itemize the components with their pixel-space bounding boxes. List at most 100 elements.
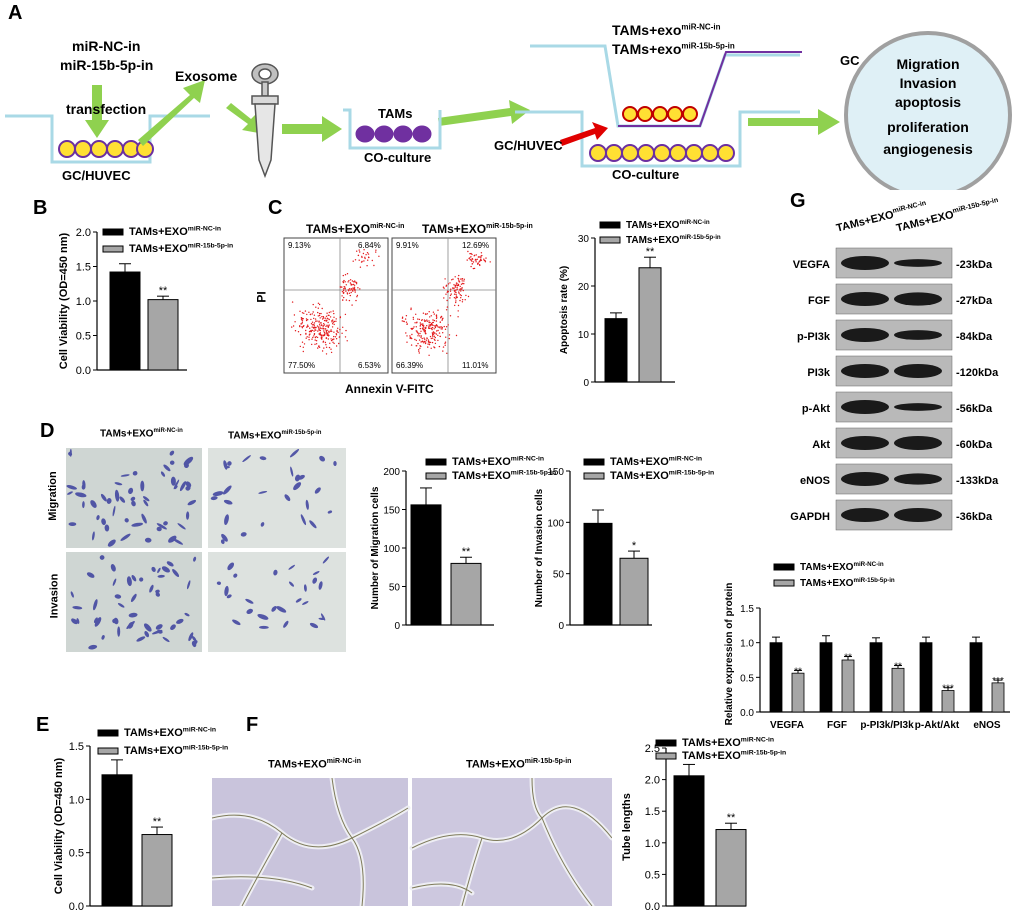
red-arrow: [560, 122, 608, 146]
flow-event: [308, 334, 310, 336]
y-tick-label: 0.5: [645, 869, 660, 881]
panel-c-chart: 0 10 20 30 Apoptosis rate (%) ** TAMs+EXOmiR-N…: [559, 219, 721, 389]
legend-15b-text: TAMs+EXOmiR-15b-5p-in: [124, 745, 228, 757]
flow-event: [321, 307, 323, 310]
bar: [991, 682, 1005, 713]
stained-cell: [126, 576, 132, 587]
flow-event: [343, 288, 345, 290]
flow-event: [302, 318, 304, 320]
flow-event: [443, 297, 445, 299]
x-tick-label: p-PI3k/PI3k: [860, 720, 914, 731]
y-axis-label: Tube lengths: [621, 793, 633, 861]
stained-cell: [191, 636, 197, 642]
outcome-angiogenesis: angiogenesis: [883, 141, 973, 157]
flow-event: [294, 321, 296, 323]
flow-event: [409, 336, 411, 338]
flow-event: [449, 282, 451, 284]
flow-event: [428, 354, 430, 356]
flow-event: [326, 317, 328, 319]
blot-band-nc: [841, 472, 889, 486]
panel-letter-f: F: [246, 714, 259, 736]
flow-event: [321, 350, 324, 352]
flow-event: [432, 321, 434, 324]
flow-event: [434, 326, 437, 329]
flow-event: [454, 276, 456, 278]
flow-event: [426, 337, 428, 339]
arrow-to-outcomes: [748, 109, 840, 135]
flow-event: [456, 296, 458, 299]
flow-event: [457, 283, 460, 286]
stained-cell: [131, 575, 137, 582]
flow-event: [331, 326, 334, 328]
flow-event: [300, 317, 303, 319]
flow-event: [366, 265, 368, 267]
stained-cell: [128, 487, 134, 495]
flow-event: [411, 337, 413, 340]
flow-event: [439, 335, 441, 338]
flow-event: [463, 280, 465, 282]
flow-event: [313, 314, 316, 316]
flow-event: [367, 253, 370, 255]
tams-exo-nc-label: TAMs+exomiR-NC-in: [612, 22, 721, 38]
legend-15b-swatch: [773, 579, 795, 587]
blot-band-nc: [841, 400, 889, 414]
stained-cell: [99, 555, 105, 560]
flow-event: [314, 318, 317, 320]
flow-event: [417, 332, 419, 334]
flow-event: [318, 320, 320, 322]
flow-event: [471, 253, 473, 256]
flow-event: [431, 334, 434, 336]
flow-event: [428, 320, 430, 322]
blot-label: Akt: [812, 439, 830, 451]
flow-event: [332, 323, 334, 325]
flow-event: [444, 344, 446, 346]
flow-event: [291, 301, 294, 303]
quad-nc-lr: 6.53%: [358, 361, 381, 370]
flow-event: [461, 301, 464, 303]
flow-event: [433, 319, 436, 322]
coculture-top-cells: [622, 106, 698, 122]
stained-cell: [130, 593, 137, 602]
flow-event: [421, 327, 424, 329]
flow-event: [301, 341, 304, 343]
blot-kda: -120kDa: [956, 367, 999, 379]
stained-cell: [66, 484, 77, 490]
blot-kda: -27kDa: [956, 295, 993, 307]
flow-event: [447, 290, 449, 293]
stained-cell: [81, 484, 86, 490]
stained-cell: [112, 505, 116, 517]
flow-event: [454, 289, 456, 292]
flow-event: [432, 335, 434, 337]
flow-event: [323, 324, 326, 326]
blot-band-15b: [894, 330, 942, 340]
flow-event: [366, 252, 369, 254]
annexin-axis-label: Annexin V-FITC: [345, 382, 434, 396]
panel-letter-c: C: [268, 197, 283, 219]
legend-nc-swatch: [599, 221, 621, 229]
flow-event: [314, 343, 316, 345]
stained-cell: [166, 561, 174, 567]
flow-event: [325, 331, 328, 333]
flow-event: [339, 328, 341, 331]
flow-event: [461, 278, 464, 280]
y-tick-label: 10: [578, 330, 590, 341]
flow-event: [418, 349, 420, 351]
blot-kda: -23kDa: [956, 259, 993, 271]
flow-event: [329, 330, 331, 332]
flow-event: [420, 335, 422, 337]
flow-event: [302, 350, 304, 353]
flow-event: [426, 319, 428, 321]
arrow-to-tams: [282, 116, 342, 142]
flow-event: [423, 319, 426, 321]
legend-15b-swatch: [102, 245, 124, 253]
flow-event: [416, 321, 418, 323]
y-tick-label: 1.5: [76, 262, 91, 274]
blot-band-nc: [841, 328, 889, 342]
flow-event: [341, 332, 343, 334]
blot-band-nc: [841, 364, 889, 378]
stained-cell: [318, 581, 323, 590]
flow-event: [323, 323, 325, 325]
flow-event: [419, 347, 421, 349]
flow-event: [444, 342, 446, 345]
y-tick-label: 1.0: [645, 838, 660, 850]
